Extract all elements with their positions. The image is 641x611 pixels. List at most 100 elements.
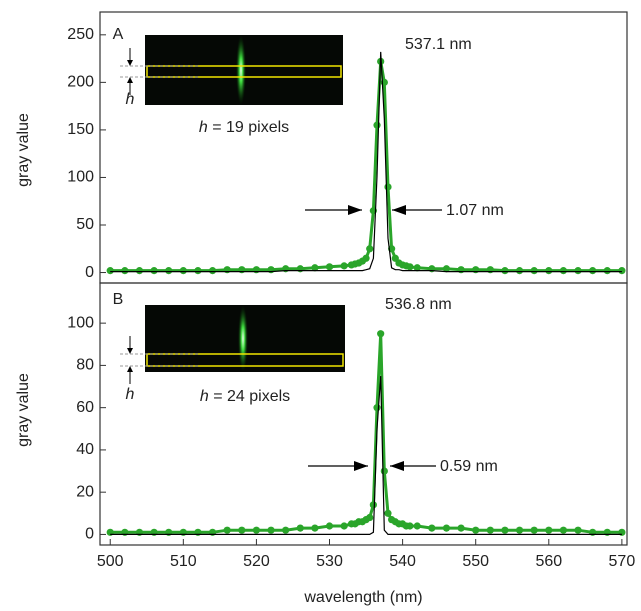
- measured-point: [574, 267, 582, 275]
- measured-point: [515, 267, 524, 275]
- measured-point: [559, 267, 568, 275]
- measured-point: [384, 509, 392, 517]
- width-label: 1.07 nm: [446, 202, 504, 219]
- x-tick-label: 510: [170, 553, 197, 570]
- x-tick-label: 540: [389, 553, 416, 570]
- arrow-head: [127, 348, 133, 354]
- measured-point: [380, 467, 388, 475]
- measured-point: [373, 404, 381, 412]
- width-label: 0.59 nm: [440, 458, 498, 475]
- measured-point: [366, 245, 374, 253]
- inset-streak: [238, 305, 248, 372]
- measured-point: [413, 264, 421, 272]
- x-tick-label: 520: [243, 553, 270, 570]
- measured-point: [311, 524, 319, 532]
- measured-point: [442, 524, 451, 532]
- measured-point: [296, 265, 304, 273]
- measured-point: [238, 526, 246, 534]
- y-tick-label: 250: [67, 26, 94, 43]
- plot-frame: [99, 282, 628, 546]
- measured-point: [267, 526, 275, 534]
- measured-point: [311, 264, 319, 272]
- y-tick-label: 100: [67, 169, 94, 186]
- measured-point: [501, 267, 509, 275]
- measured-point: [223, 266, 231, 274]
- measured-point: [472, 266, 480, 274]
- inset-box: [146, 353, 344, 367]
- measured-point: [296, 524, 304, 532]
- measured-point: [501, 526, 509, 534]
- measured-point: [325, 263, 334, 271]
- measured-point: [135, 267, 144, 275]
- inset-caption: h = 24 pixels: [200, 388, 290, 405]
- y-tick-label: 150: [67, 121, 94, 138]
- x-axis-label: wavelength (nm): [303, 589, 422, 606]
- measured-point: [106, 267, 114, 275]
- y-tick-label: 60: [76, 399, 94, 416]
- arrow-head: [127, 366, 133, 372]
- inset-streak: [236, 35, 246, 105]
- panel-label: A: [113, 26, 124, 43]
- measured-point: [618, 267, 626, 275]
- y-tick-label: 20: [76, 483, 94, 500]
- measured-point: [325, 522, 334, 530]
- measured-point: [373, 121, 381, 129]
- measured-point: [366, 513, 374, 522]
- arrow-head: [390, 461, 404, 471]
- peak-label: 537.1 nm: [405, 36, 472, 53]
- y-tick-label: 100: [67, 314, 94, 331]
- measured-point: [165, 267, 173, 275]
- y-tick-label: 0: [85, 526, 94, 543]
- measured-point: [369, 501, 377, 509]
- measured-point: [413, 522, 421, 530]
- measured-point: [406, 522, 414, 530]
- measured-point: [603, 267, 611, 275]
- x-tick-label: 560: [535, 553, 562, 570]
- measured-point: [238, 266, 246, 274]
- x-tick-label: 570: [609, 553, 636, 570]
- caption-text: = 19 pixels: [212, 119, 289, 136]
- inset-caption: h = 19 pixels: [199, 119, 289, 136]
- caption-symbol: h: [200, 388, 209, 405]
- x-tick-label: 550: [462, 553, 489, 570]
- arrow-head: [354, 461, 368, 471]
- measured-point: [340, 522, 348, 530]
- inset-box: [146, 65, 342, 78]
- arrow-head: [348, 205, 362, 215]
- inset-symbol: h: [126, 91, 135, 108]
- measured-point: [457, 524, 465, 532]
- arrow-head: [127, 60, 133, 66]
- caption-text: = 24 pixels: [213, 388, 290, 405]
- measured-point: [223, 526, 231, 534]
- measured-point: [121, 267, 129, 275]
- measured-point: [362, 254, 370, 262]
- measured-point: [486, 266, 494, 274]
- measured-point: [208, 267, 217, 275]
- measured-point: [559, 526, 568, 534]
- measured-point: [252, 526, 261, 534]
- measured-point: [472, 526, 480, 534]
- measured-point: [384, 183, 392, 191]
- measured-point: [267, 266, 275, 274]
- measured-point: [428, 524, 436, 532]
- y-tick-label: 40: [76, 441, 94, 458]
- measured-point: [282, 526, 290, 534]
- measured-point: [545, 267, 553, 275]
- y-tick-label: 80: [76, 357, 94, 374]
- measured-point: [340, 262, 348, 270]
- arrow-head: [127, 77, 133, 83]
- fit-line: [110, 51, 622, 273]
- measured-point: [589, 267, 597, 275]
- peak-label: 536.8 nm: [385, 296, 452, 313]
- measured-point: [179, 267, 187, 275]
- measured-point: [515, 526, 524, 534]
- measured-point: [442, 265, 451, 273]
- measured-point: [252, 266, 261, 274]
- measured-point: [457, 266, 465, 274]
- x-tick-label: 500: [97, 553, 124, 570]
- panel-label: B: [113, 291, 124, 308]
- measured-point: [530, 267, 538, 275]
- y-axis-label: gray value: [15, 373, 32, 447]
- y-axis-label: gray value: [15, 113, 32, 187]
